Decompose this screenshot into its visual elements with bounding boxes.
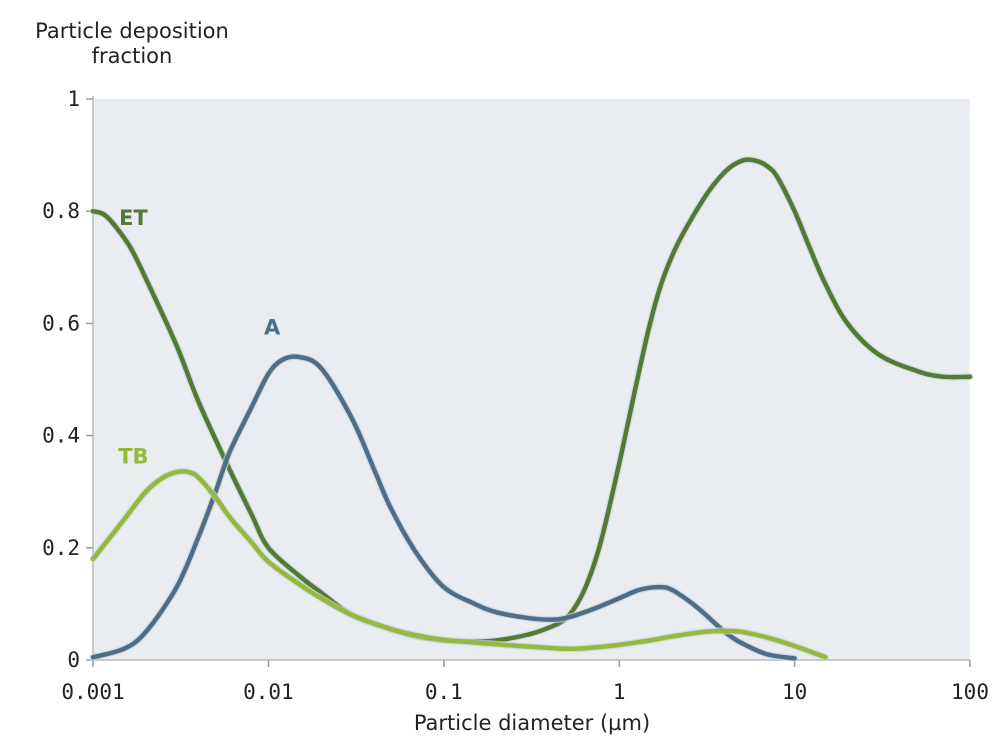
x-tick-label: 0.001: [61, 680, 124, 704]
series-labels: ET A TB: [118, 206, 281, 468]
plot-area-background: [93, 99, 970, 660]
y-tick-label: 0.8: [42, 199, 80, 223]
y-axis-label-line-2: fraction: [92, 44, 173, 68]
y-tick-label: 0.6: [42, 311, 80, 335]
y-tick-label: 0: [67, 648, 80, 672]
y-axis-label-line-1: Particle deposition: [35, 19, 229, 43]
series-a-line: [90, 354, 797, 661]
series-label-et: ET: [119, 206, 148, 230]
y-tick-label: 0.2: [42, 536, 80, 560]
series-tb-line: [90, 469, 828, 660]
x-tick-label: 0.1: [425, 680, 463, 704]
x-tick-label: 10: [782, 680, 807, 704]
x-tick-label: 0.01: [243, 680, 294, 704]
series-et-line: [90, 157, 973, 644]
x-tick-label: 1: [613, 680, 626, 704]
tick-labels: 0 0.2 0.4 0.6 0.8 1 0.001 0.01 0.1 1 10 100: [42, 87, 989, 704]
series-lines: [89, 156, 974, 662]
series-label-a: A: [264, 316, 281, 340]
y-tick-label: 1: [67, 87, 80, 111]
x-tick-label: 100: [951, 680, 989, 704]
y-tick-label: 0.4: [42, 424, 80, 448]
x-axis-label: Particle diameter (µm): [414, 711, 650, 735]
series-label-tb: TB: [118, 445, 148, 469]
